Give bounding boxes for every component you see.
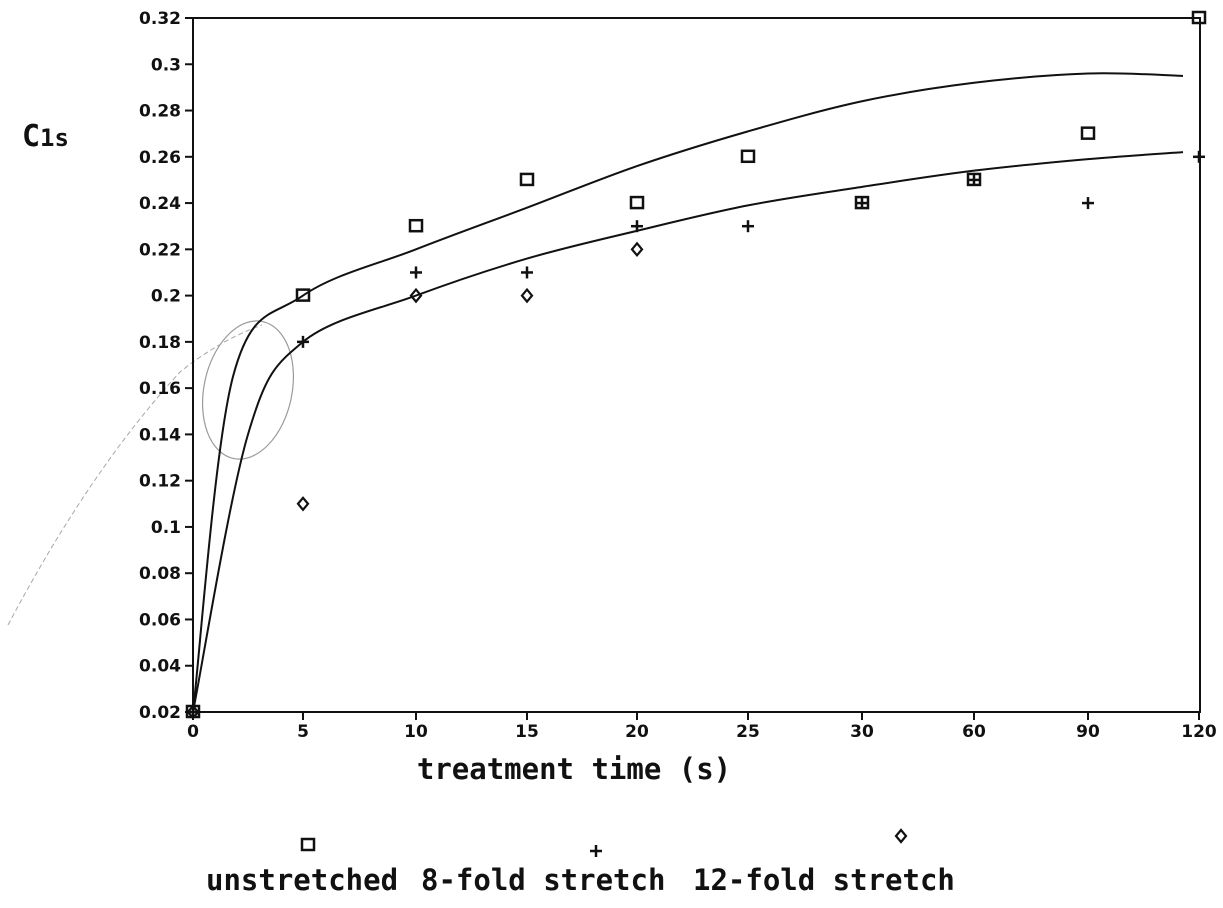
y-axis: 0.02 0.04 0.06 0.08 0.1 0.12 0.14 0.16 0.18 0.2 0.… — [139, 9, 193, 723]
point-unstretched — [629, 195, 645, 210]
x-tick-label: 20 — [625, 722, 649, 742]
point-8-fold-stretch — [521, 266, 533, 279]
legend-label: 8-fold stretch — [421, 863, 665, 897]
point-12-fold-stretch — [296, 496, 310, 512]
legend-label: 12-fold stretch — [693, 863, 955, 897]
point-8-fold-stretch — [1193, 150, 1205, 163]
y-tick-label: 0.28 — [139, 102, 181, 122]
y-tick-label: 0.22 — [139, 240, 181, 260]
y-tick-label: 0.32 — [139, 9, 181, 29]
pencil-annotations — [7, 320, 295, 626]
point-8-fold-stretch — [297, 335, 309, 348]
fit-curve-2 — [192, 151, 1184, 713]
point-unstretched — [740, 149, 756, 164]
y-tick-label: 0.16 — [139, 379, 181, 399]
point-8-fold-stretch — [968, 173, 980, 186]
y-tick-label: 0.12 — [139, 472, 181, 492]
x-tick-label: 120 — [1181, 722, 1217, 742]
legend-item-2: 8-fold stretch — [421, 845, 665, 897]
x-axis-title: treatment time (s) — [417, 752, 731, 786]
point-unstretched — [519, 172, 535, 187]
y-tick-label: 0.04 — [139, 657, 181, 677]
y-axis-title-subscript: 1s — [40, 124, 69, 152]
y-tick-label: 0.3 — [151, 55, 181, 75]
fit-curves — [192, 72, 1184, 713]
legend-item-1: unstretched — [206, 837, 398, 897]
x-tick-label: 90 — [1076, 722, 1100, 742]
pencil-stroke — [7, 324, 263, 626]
data-points — [185, 10, 1207, 720]
y-tick-label: 0.1 — [151, 518, 181, 538]
y-tick-label: 0.06 — [139, 610, 181, 630]
point-8-fold-stretch — [410, 266, 422, 279]
point-8-fold-stretch — [856, 197, 868, 210]
y-tick-label: 0.18 — [139, 333, 181, 353]
point-8-fold-stretch — [631, 220, 643, 233]
point-unstretched — [1080, 126, 1096, 140]
point-unstretched — [295, 288, 311, 302]
point-12-fold-stretch — [630, 241, 644, 258]
fit-curve-1 — [192, 72, 1184, 713]
y-tick-label: 0.26 — [139, 148, 181, 168]
x-tick-label: 0 — [187, 722, 199, 742]
x-tick-label: 15 — [515, 722, 539, 742]
y-tick-label: 0.24 — [139, 194, 181, 214]
legend-item-3: 12-fold stretch — [693, 828, 955, 897]
point-12-fold-stretch — [186, 704, 200, 720]
x-tick-label: 60 — [962, 722, 986, 742]
y-tick-label: 0.02 — [139, 703, 181, 723]
plot-frame — [192, 17, 1201, 713]
x-tick-label: 10 — [404, 722, 428, 742]
x-tick-label: 25 — [736, 722, 760, 742]
legend-marker-square — [300, 837, 316, 852]
x-tick-label: 30 — [850, 722, 874, 742]
point-12-fold-stretch — [520, 287, 534, 304]
y-tick-label: 0.14 — [139, 425, 181, 445]
point-unstretched — [408, 218, 424, 233]
legend-label: unstretched — [206, 863, 398, 897]
pencil-circle — [201, 320, 295, 460]
x-axis: 0 5 10 15 20 25 30 60 90 120 — [187, 712, 1217, 742]
legend: unstretched 8-fold stretch 12-fold stretch — [206, 828, 955, 897]
point-unstretched — [1191, 10, 1207, 25]
legend-marker-diamond — [894, 828, 908, 844]
y-axis-title: C — [22, 119, 40, 154]
point-12-fold-stretch — [409, 287, 423, 304]
y-tick-label: 0.2 — [151, 287, 181, 307]
y-tick-label: 0.08 — [139, 564, 181, 584]
point-8-fold-stretch — [742, 220, 754, 233]
x-tick-label: 5 — [297, 722, 309, 742]
point-8-fold-stretch — [1082, 197, 1094, 210]
